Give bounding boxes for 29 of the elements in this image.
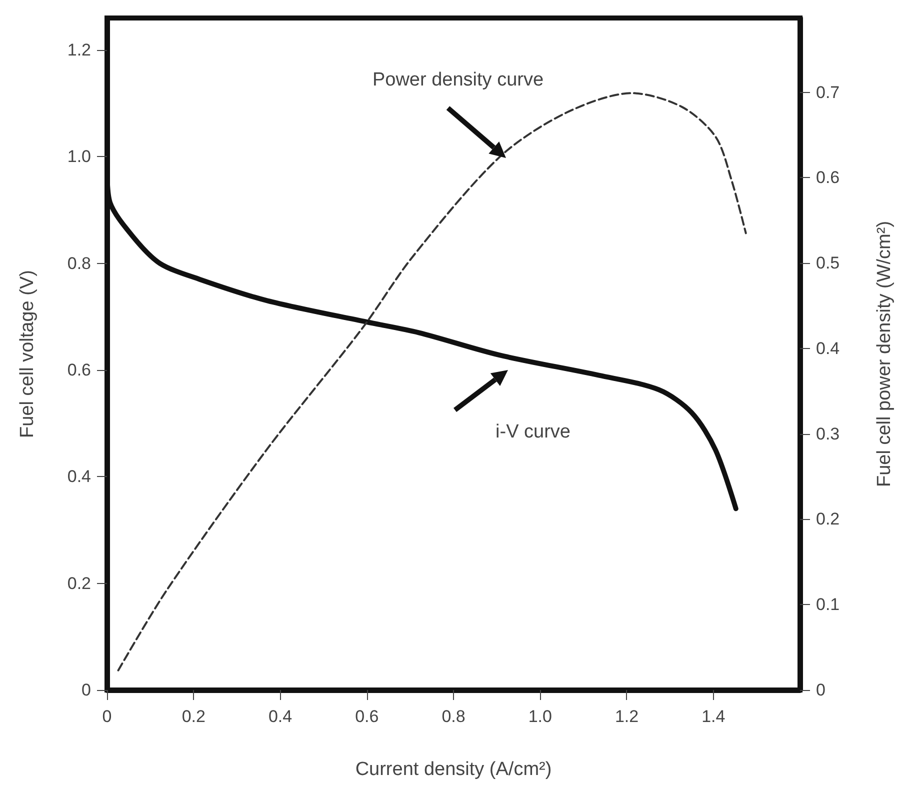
- y2-tick-label: 0.4: [816, 338, 840, 358]
- y2-tick-label: 0.7: [816, 82, 840, 102]
- x-tick-label: 0.4: [268, 707, 292, 726]
- x-tick-label: 0.2: [182, 707, 206, 726]
- x-tick-label: 0: [102, 707, 112, 726]
- y2-tick-label: 0.5: [816, 254, 840, 273]
- y2-tick-label: 0.1: [816, 595, 840, 614]
- line-series: [117, 92, 747, 672]
- y-tick-label: 1.2: [67, 40, 91, 60]
- y-tick-label: 0.2: [67, 574, 91, 593]
- x-tick-label: 1.4: [702, 707, 726, 726]
- x-tick-label: 0.6: [355, 707, 379, 726]
- y-tick-label: 0: [82, 680, 91, 700]
- x-tick-label: 1.2: [614, 707, 639, 726]
- annotation: Power density curve: [372, 70, 544, 90]
- x-axis-title: Current density (A/cm²): [355, 759, 552, 780]
- x-tick-label: 1.0: [528, 707, 552, 726]
- x-tick-label: 0.8: [442, 707, 466, 726]
- y-tick-label: 0.4: [67, 467, 91, 486]
- y-tick-label: 0.8: [67, 254, 91, 273]
- y-tick-label: 1.0: [67, 147, 91, 166]
- y-axis-title: Fuel cell voltage (V): [17, 270, 38, 438]
- y2-tick-label: 0.2: [816, 510, 840, 529]
- annotation: i-V curve: [496, 422, 570, 442]
- y-tick-label: 0.6: [67, 360, 91, 380]
- y2-tick-label: 0.3: [816, 424, 840, 444]
- y2-tick-label: 0: [816, 680, 826, 700]
- y2-tick-label: 0.6: [816, 168, 840, 188]
- y2-axis-title: Fuel cell power density (W/cm²): [874, 220, 895, 488]
